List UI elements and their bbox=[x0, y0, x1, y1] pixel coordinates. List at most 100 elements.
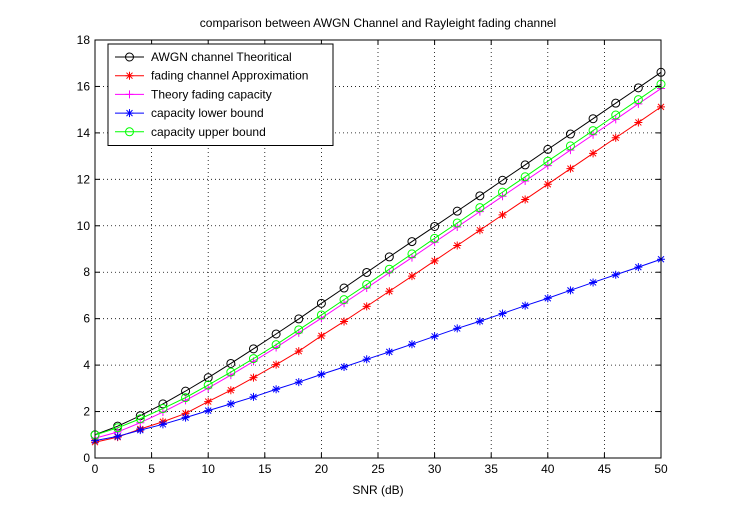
data-point bbox=[181, 409, 190, 418]
data-point bbox=[475, 226, 484, 235]
data-point bbox=[316, 310, 326, 320]
data-point bbox=[588, 114, 598, 124]
legend-item: capacity lower bound bbox=[115, 106, 264, 120]
data-point bbox=[294, 325, 304, 335]
y-tick-label: 12 bbox=[77, 172, 91, 186]
data-point bbox=[634, 263, 643, 272]
data-point bbox=[452, 218, 462, 228]
data-point bbox=[362, 355, 371, 364]
data-point bbox=[317, 370, 326, 379]
data-point bbox=[135, 414, 145, 424]
data-point bbox=[611, 98, 621, 108]
data-point bbox=[158, 420, 167, 429]
data-point bbox=[633, 95, 643, 105]
series-line bbox=[94, 258, 662, 442]
legend-marker bbox=[125, 109, 134, 118]
data-point bbox=[226, 386, 235, 395]
legend-marker bbox=[125, 90, 134, 99]
data-point bbox=[634, 118, 643, 127]
data-point bbox=[158, 399, 168, 409]
data-point bbox=[430, 332, 439, 341]
data-point bbox=[453, 241, 462, 250]
data-point bbox=[611, 270, 620, 279]
data-point bbox=[430, 233, 440, 243]
data-point bbox=[588, 126, 598, 136]
y-tick-label: 8 bbox=[83, 265, 90, 279]
x-tick-label: 45 bbox=[598, 462, 612, 476]
data-point bbox=[362, 267, 372, 277]
data-point bbox=[452, 206, 462, 216]
data-point bbox=[453, 324, 462, 333]
x-tick-label: 0 bbox=[92, 462, 99, 476]
data-point bbox=[249, 392, 258, 401]
data-point bbox=[158, 404, 168, 414]
legend: AWGN channel Theoritical fading channel A… bbox=[107, 43, 334, 146]
data-point bbox=[475, 317, 484, 326]
data-point bbox=[611, 110, 621, 120]
data-point bbox=[566, 164, 575, 173]
data-point bbox=[430, 256, 439, 265]
data-point bbox=[611, 133, 620, 142]
data-point bbox=[384, 252, 394, 262]
legend-marker bbox=[125, 127, 134, 137]
data-point bbox=[543, 180, 552, 189]
data-point bbox=[407, 340, 416, 349]
x-tick-label: 10 bbox=[202, 462, 216, 476]
data-point bbox=[317, 331, 326, 340]
data-point bbox=[520, 160, 530, 170]
data-point bbox=[543, 144, 553, 154]
y-tick-label: 18 bbox=[77, 33, 91, 47]
data-point bbox=[113, 423, 123, 433]
data-point bbox=[226, 358, 236, 368]
legend-item: Theory fading capacity bbox=[115, 87, 272, 101]
data-point bbox=[543, 156, 553, 166]
data-point bbox=[633, 83, 643, 93]
data-point bbox=[385, 287, 394, 296]
legend-marker bbox=[125, 71, 134, 80]
data-point bbox=[113, 432, 122, 441]
data-point bbox=[271, 340, 281, 350]
data-point bbox=[566, 286, 575, 295]
data-point bbox=[362, 302, 371, 311]
ticks: 0 5 10 15 20 25 30 35 40 45 50 0 2 4 6 8 10 12 14 16 18 bbox=[77, 33, 668, 476]
x-tick-label: 25 bbox=[371, 462, 385, 476]
legend-box bbox=[107, 43, 334, 146]
data-point bbox=[272, 385, 281, 394]
data-point bbox=[475, 191, 485, 201]
x-tick-label: 15 bbox=[258, 462, 272, 476]
legend-item: AWGN channel Theoritical bbox=[115, 50, 292, 64]
legend-label: capacity upper bound bbox=[151, 125, 266, 139]
y-tick-label: 6 bbox=[83, 312, 90, 326]
y-tick-label: 16 bbox=[77, 79, 91, 93]
data-point bbox=[407, 237, 417, 247]
data-point bbox=[203, 380, 213, 390]
data-point bbox=[340, 317, 349, 326]
series-layer bbox=[90, 67, 666, 447]
x-tick-label: 30 bbox=[428, 462, 442, 476]
data-point bbox=[543, 294, 552, 303]
series-3 bbox=[91, 255, 665, 445]
y-tick-label: 14 bbox=[77, 126, 91, 140]
data-point bbox=[294, 347, 303, 356]
data-point bbox=[181, 386, 191, 396]
data-point bbox=[475, 203, 485, 213]
legend-label: Theory fading capacity bbox=[151, 87, 272, 101]
data-point bbox=[340, 362, 349, 371]
data-point bbox=[565, 129, 575, 139]
data-point bbox=[294, 314, 304, 324]
x-tick-label: 50 bbox=[654, 462, 668, 476]
y-tick-label: 10 bbox=[77, 219, 91, 233]
data-point bbox=[498, 309, 507, 318]
data-point bbox=[204, 406, 213, 415]
x-tick-label: 20 bbox=[315, 462, 329, 476]
data-point bbox=[271, 329, 281, 339]
data-point bbox=[521, 301, 530, 310]
data-point bbox=[249, 373, 258, 382]
y-tick-label: 2 bbox=[83, 405, 90, 419]
x-tick-label: 40 bbox=[541, 462, 555, 476]
legend-item: fading channel Approximation bbox=[115, 69, 308, 83]
data-point bbox=[226, 367, 236, 377]
x-tick-label: 35 bbox=[485, 462, 499, 476]
data-point bbox=[498, 175, 508, 185]
